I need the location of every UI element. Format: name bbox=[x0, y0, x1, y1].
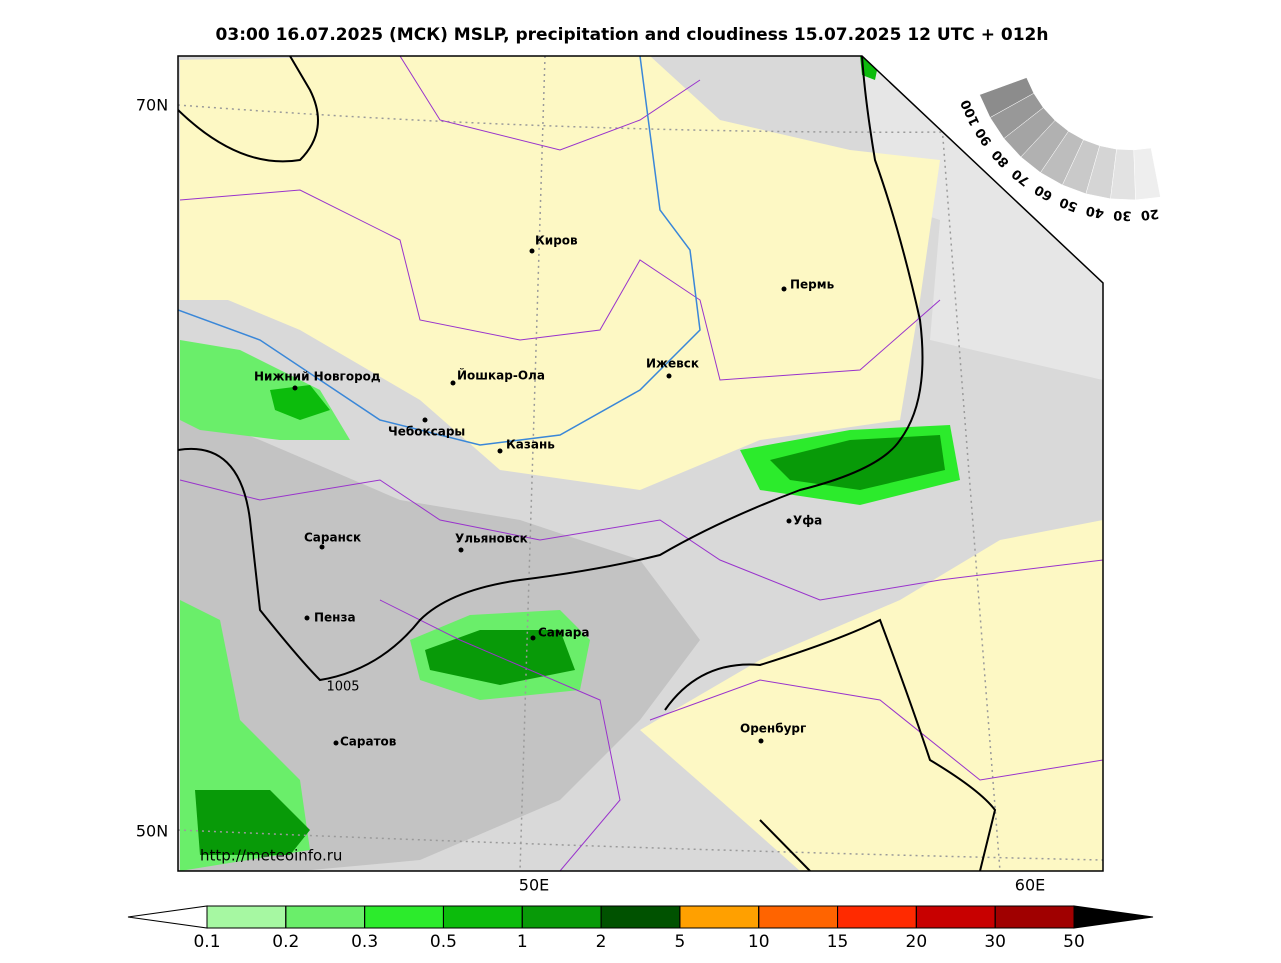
cloud-scale-label: 70 bbox=[1009, 165, 1032, 188]
colorbar-tick-label: 30 bbox=[984, 932, 1006, 952]
city-dot bbox=[666, 373, 672, 379]
map-area bbox=[178, 56, 1103, 871]
colorbar-segment bbox=[206, 905, 287, 929]
city-dot bbox=[781, 286, 787, 292]
colorbar-segment bbox=[679, 905, 760, 929]
lon-label: 60E bbox=[1015, 876, 1045, 895]
title: 03:00 16.07.2025 (МСК) MSLP, precipitati… bbox=[216, 25, 1049, 45]
city-label: Пенза bbox=[314, 611, 356, 625]
colorbar-tick-label: 10 bbox=[748, 932, 770, 952]
lat-label: 70N bbox=[136, 96, 168, 115]
city-label: Самара bbox=[538, 626, 590, 640]
isobars bbox=[178, 56, 997, 871]
city-label: Йошкар-Ола bbox=[457, 368, 545, 383]
city-label: Ульяновск bbox=[455, 532, 528, 546]
colorbar-tick-label: 15 bbox=[827, 932, 849, 952]
colorbar-tick-label: 50 bbox=[1063, 932, 1085, 952]
precip-area bbox=[270, 385, 330, 420]
city-label: Саранск bbox=[304, 531, 361, 545]
city-dot bbox=[529, 248, 535, 254]
city-label: Чебоксары bbox=[388, 425, 465, 439]
city-dot bbox=[304, 615, 310, 621]
clear-area bbox=[640, 520, 1103, 871]
borders bbox=[179, 56, 1103, 871]
lon-label: 50E bbox=[519, 876, 549, 895]
url: http://meteoinfo.ru bbox=[200, 847, 342, 865]
cloud-scale-label: 40 bbox=[1085, 202, 1106, 220]
colorbar-segment bbox=[521, 905, 602, 929]
city-label: Уфа bbox=[793, 514, 822, 528]
cloud-scale-label: 50 bbox=[1058, 194, 1080, 214]
cloud-scale-label: 100 bbox=[958, 97, 983, 128]
colorbar-tick-label: 2 bbox=[596, 932, 607, 952]
colorbar-tick-label: 5 bbox=[674, 932, 685, 952]
city-label: Оренбург bbox=[740, 722, 806, 736]
graticule bbox=[178, 56, 1103, 871]
city-dot bbox=[497, 448, 503, 454]
city-dot bbox=[422, 417, 428, 423]
colorbar-tick-label: 0.3 bbox=[351, 932, 378, 952]
cities: Киров Пермь Нижний Новгород Йошкар-Ола Ижевс… bbox=[254, 234, 835, 749]
cloud-scale-label: 80 bbox=[989, 146, 1012, 169]
city-dot bbox=[292, 385, 298, 391]
city-dot bbox=[319, 544, 325, 550]
city-dot bbox=[458, 547, 464, 553]
colorbar-segment bbox=[600, 905, 681, 929]
lat-label: 50N bbox=[136, 822, 168, 841]
colorbar-segment bbox=[442, 905, 523, 929]
colorbar-tick-label: 0.5 bbox=[430, 932, 457, 952]
colorbar-segment bbox=[285, 905, 366, 929]
colorbar-segment bbox=[994, 905, 1075, 929]
city-dot bbox=[786, 518, 792, 524]
isotherm bbox=[178, 56, 701, 446]
city-label: Пермь bbox=[790, 278, 835, 292]
city-label: Нижний Новгород bbox=[254, 370, 381, 384]
colorbar-over bbox=[1073, 905, 1154, 929]
precip-area bbox=[770, 435, 945, 490]
city-dot bbox=[450, 380, 456, 386]
map-frame bbox=[177, 55, 1104, 872]
colorbar-segment bbox=[915, 905, 996, 929]
city-label: Ижевск bbox=[646, 357, 699, 371]
cloud-area bbox=[400, 56, 1103, 380]
cloud-scale-label: 90 bbox=[973, 125, 995, 148]
colorbar-tick-label: 0.2 bbox=[272, 932, 299, 952]
isobar-label: 1005 bbox=[326, 680, 359, 695]
colorbar-segment bbox=[837, 905, 917, 929]
colorbar-segment bbox=[364, 905, 444, 929]
city-label: Киров bbox=[535, 234, 578, 248]
city-dot bbox=[758, 738, 764, 744]
precip-colorbar: 0.1 0.2 0.3 0.5 1 2 5 10 15 20 30 50 bbox=[127, 905, 1154, 952]
city-dot bbox=[530, 635, 536, 641]
colorbar-tick-label: 0.1 bbox=[193, 932, 220, 952]
clear-area bbox=[180, 56, 420, 300]
colorbar-tick-label: 1 bbox=[517, 932, 528, 952]
colorbar-segment bbox=[758, 905, 839, 929]
cloud-scale-label: 30 bbox=[1113, 207, 1132, 223]
colorbar-under bbox=[127, 905, 208, 929]
city-label: Саратов bbox=[340, 735, 397, 749]
precip-area bbox=[195, 790, 310, 855]
cloud-scale-label: 60 bbox=[1032, 181, 1055, 203]
colorbar-tick-label: 20 bbox=[906, 932, 928, 952]
city-dot bbox=[333, 740, 339, 746]
city-label: Казань bbox=[506, 438, 555, 452]
cloud-scale-label: 20 bbox=[1140, 205, 1160, 222]
cloud-swatch bbox=[1133, 147, 1161, 201]
